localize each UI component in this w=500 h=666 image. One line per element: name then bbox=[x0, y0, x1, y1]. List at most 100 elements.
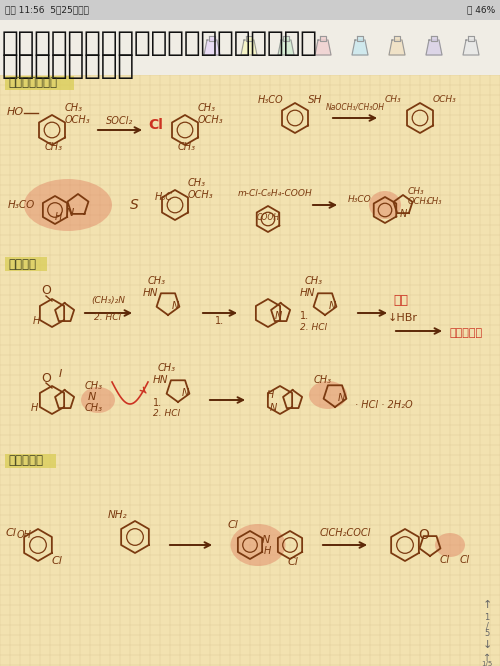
Text: CH₃: CH₃ bbox=[314, 375, 332, 385]
Ellipse shape bbox=[81, 387, 115, 413]
Text: Cl: Cl bbox=[52, 556, 63, 566]
Text: ClCH₂COCl: ClCH₂COCl bbox=[320, 528, 370, 538]
Polygon shape bbox=[394, 36, 400, 41]
Text: H₃CO: H₃CO bbox=[348, 196, 372, 204]
Text: ↑: ↑ bbox=[482, 600, 492, 610]
Polygon shape bbox=[241, 40, 257, 55]
Bar bbox=[5, 454, 56, 468]
Text: OCH₃: OCH₃ bbox=[408, 198, 430, 206]
Text: CH₃: CH₃ bbox=[198, 103, 216, 113]
Text: 1/5: 1/5 bbox=[482, 661, 492, 666]
Text: N: N bbox=[338, 393, 345, 403]
Polygon shape bbox=[426, 40, 442, 55]
Polygon shape bbox=[389, 40, 405, 55]
Text: m-Cl-C₆H₄-COOH: m-Cl-C₆H₄-COOH bbox=[238, 188, 313, 198]
Text: Cl: Cl bbox=[148, 118, 163, 132]
Text: 双氯芬酸钠: 双氯芬酸钠 bbox=[8, 454, 43, 468]
Text: CH₃: CH₃ bbox=[385, 95, 402, 105]
Text: Cl: Cl bbox=[6, 528, 17, 538]
Text: 令 46%: 令 46% bbox=[467, 5, 495, 15]
Text: CH₃: CH₃ bbox=[427, 198, 442, 206]
Text: CH₃: CH₃ bbox=[408, 186, 424, 196]
Text: 甲基化试剂: 甲基化试剂 bbox=[450, 328, 483, 338]
Ellipse shape bbox=[230, 524, 285, 566]
Text: H₃CO: H₃CO bbox=[258, 95, 283, 105]
Text: 2. HCl: 2. HCl bbox=[300, 322, 327, 332]
Text: I: I bbox=[58, 369, 61, 379]
Text: O: O bbox=[418, 528, 429, 542]
Text: Cl: Cl bbox=[228, 520, 239, 530]
Text: N: N bbox=[172, 301, 179, 311]
Text: 2. HCl: 2. HCl bbox=[153, 410, 180, 418]
Polygon shape bbox=[463, 40, 479, 55]
Text: 1: 1 bbox=[484, 613, 490, 623]
Ellipse shape bbox=[435, 533, 465, 557]
Text: N: N bbox=[329, 301, 336, 311]
Text: O: O bbox=[41, 284, 51, 298]
Text: H: H bbox=[32, 316, 40, 326]
Text: 下午 11:56  5月25日周三: 下午 11:56 5月25日周三 bbox=[5, 5, 89, 15]
Text: OCH₃: OCH₃ bbox=[65, 115, 90, 125]
Text: 1.: 1. bbox=[153, 398, 162, 408]
Polygon shape bbox=[315, 40, 331, 55]
Text: COOH: COOH bbox=[256, 212, 280, 222]
Text: H: H bbox=[266, 390, 274, 400]
Polygon shape bbox=[204, 40, 220, 55]
Polygon shape bbox=[246, 36, 252, 41]
Polygon shape bbox=[352, 40, 368, 55]
Bar bbox=[5, 257, 47, 271]
Text: H: H bbox=[30, 403, 38, 413]
Text: N: N bbox=[270, 403, 276, 413]
Text: 素由: 素由 bbox=[393, 294, 408, 308]
Text: N: N bbox=[182, 388, 189, 398]
Polygon shape bbox=[283, 36, 289, 41]
Text: O: O bbox=[41, 372, 51, 384]
Text: OCH₃: OCH₃ bbox=[188, 190, 214, 200]
Polygon shape bbox=[468, 36, 474, 41]
Text: 5: 5 bbox=[484, 629, 490, 639]
Text: HO: HO bbox=[7, 107, 24, 117]
Text: (CH₃)₂N: (CH₃)₂N bbox=[91, 296, 125, 306]
Text: CH₃: CH₃ bbox=[305, 276, 323, 286]
Text: NaOCH₃/CH₃OH: NaOCH₃/CH₃OH bbox=[326, 103, 384, 111]
Text: HN: HN bbox=[300, 288, 316, 298]
Text: 级成分的化学之旅: 级成分的化学之旅 bbox=[2, 52, 135, 80]
Text: · HCl · 2H₂O: · HCl · 2H₂O bbox=[355, 400, 412, 410]
Text: 奥素挫唑的合成: 奥素挫唑的合成 bbox=[8, 77, 57, 89]
Text: CH₃: CH₃ bbox=[85, 403, 103, 413]
Text: 1.: 1. bbox=[216, 316, 224, 326]
Polygon shape bbox=[431, 36, 437, 41]
Text: N: N bbox=[66, 208, 74, 218]
Text: 1.: 1. bbox=[300, 311, 309, 321]
Text: /: / bbox=[486, 621, 488, 631]
Text: CH₃: CH₃ bbox=[65, 103, 83, 113]
Polygon shape bbox=[357, 36, 363, 41]
Polygon shape bbox=[278, 40, 294, 55]
Polygon shape bbox=[209, 36, 215, 41]
Text: N: N bbox=[262, 535, 270, 545]
Text: CH₃: CH₃ bbox=[45, 142, 63, 152]
Text: HN: HN bbox=[143, 288, 158, 298]
Text: H: H bbox=[54, 212, 62, 222]
Text: SH: SH bbox=[308, 95, 322, 105]
Text: ↓: ↓ bbox=[482, 640, 492, 650]
Text: S: S bbox=[130, 198, 139, 212]
Text: OCH₃: OCH₃ bbox=[198, 115, 224, 125]
Text: ↓HBr: ↓HBr bbox=[388, 313, 418, 323]
Text: ↑: ↑ bbox=[483, 653, 491, 663]
Text: OCH₃: OCH₃ bbox=[433, 95, 457, 105]
Text: N: N bbox=[88, 392, 96, 402]
Text: H₃C: H₃C bbox=[155, 192, 173, 202]
Text: H: H bbox=[264, 546, 272, 556]
Ellipse shape bbox=[24, 179, 112, 231]
Text: CH₃: CH₃ bbox=[85, 381, 103, 391]
Text: Cl: Cl bbox=[288, 557, 299, 567]
Text: CH₃: CH₃ bbox=[178, 142, 196, 152]
Text: N: N bbox=[274, 311, 281, 321]
Text: 2. HCl: 2. HCl bbox=[94, 312, 122, 322]
Bar bbox=[0, 0, 500, 20]
Text: CH₃: CH₃ bbox=[148, 276, 166, 286]
Text: HN: HN bbox=[153, 375, 168, 385]
Text: Cl: Cl bbox=[460, 555, 470, 565]
Text: 生命药合成所需材料探究：从基础原料到高: 生命药合成所需材料探究：从基础原料到高 bbox=[2, 29, 318, 57]
